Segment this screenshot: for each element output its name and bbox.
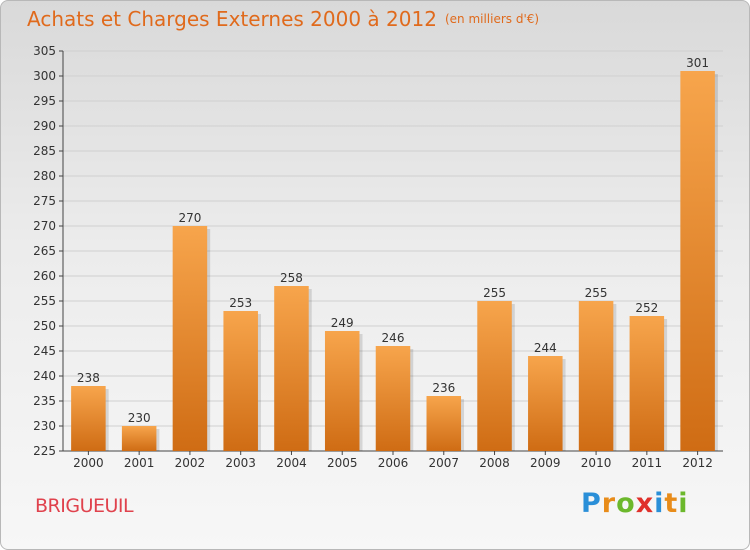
x-tick-label: 2010 [581,456,612,470]
chart-title-text: Achats et Charges Externes 2000 à 2012 [27,7,437,31]
y-tick-label: 250 [33,319,56,333]
logo-letter: o [616,488,636,519]
y-tick-label: 290 [33,119,56,133]
town-name: BRIGUEUIL [35,495,134,517]
data-label: 301 [686,56,709,70]
bar-2003 [223,311,258,451]
y-tick-label: 300 [33,69,56,83]
logo-letter: t [664,488,679,519]
y-tick-label: 280 [33,169,56,183]
chart-title: Achats et Charges Externes 2000 à 2012 (e… [27,7,539,31]
bar-2007 [426,396,462,451]
y-tick-label: 245 [33,344,56,358]
x-tick-label: 2006 [378,456,409,470]
x-tick-label: 2004 [276,456,307,470]
logo-letter: x [635,488,655,519]
x-tick-label: 2007 [428,456,459,470]
proxiti-logo: Proxiti [581,488,689,519]
data-label: 244 [534,341,557,355]
data-labels: 238 230 270 253 258 249 246 236 255 244 255 252 301 [77,56,709,425]
data-label: 255 [483,286,506,300]
x-tick-label: 2001 [124,456,155,470]
data-label: 249 [331,316,354,330]
data-label: 246 [382,331,405,345]
data-label: 270 [178,211,201,225]
x-tick-label: 2012 [682,456,713,470]
data-label: 258 [280,271,303,285]
y-tick-label: 295 [33,94,56,108]
data-label: 255 [585,286,608,300]
bar-2006 [375,346,411,451]
bar-2008 [477,301,512,451]
bar-2010 [578,301,614,451]
x-tick-label: 2009 [530,456,561,470]
logo-letter: i [654,488,665,519]
bar-2002 [172,226,208,451]
bar-2005 [324,331,360,451]
x-tick-label: 2003 [225,456,256,470]
bar-2004 [274,286,309,451]
data-label: 238 [77,371,100,385]
data-label: 252 [635,301,658,315]
bar-2011 [629,316,665,451]
y-tick-label: 240 [33,369,56,383]
y-tick-label: 275 [33,194,56,208]
x-tick-label: 2011 [632,456,663,470]
y-tick-label: 265 [33,244,56,258]
y-tick-label: 225 [33,444,56,458]
y-tick-label: 305 [33,44,56,58]
data-label: 236 [432,381,455,395]
y-tick-label: 260 [33,269,56,283]
bar-2001 [121,426,157,451]
x-tick-label: 2008 [479,456,510,470]
bar-2012 [680,71,715,451]
data-label: 253 [229,296,252,310]
bar-2000 [71,386,106,451]
data-label: 230 [128,411,151,425]
bars [71,71,718,451]
y-tick-label: 230 [33,419,56,433]
y-tick-label: 285 [33,144,56,158]
bar-2009 [528,356,563,451]
y-tick-label: 235 [33,394,56,408]
y-tick-label: 255 [33,294,56,308]
y-tick-label: 270 [33,219,56,233]
x-tick-label: 2002 [175,456,206,470]
x-tick-label: 2000 [73,456,104,470]
x-tick-label: 2005 [327,456,358,470]
unit-label: (en milliers d'€) [444,12,540,26]
logo-letter: i [678,488,689,519]
logo-letter: P [581,488,602,519]
logo-letter: r [601,488,617,519]
